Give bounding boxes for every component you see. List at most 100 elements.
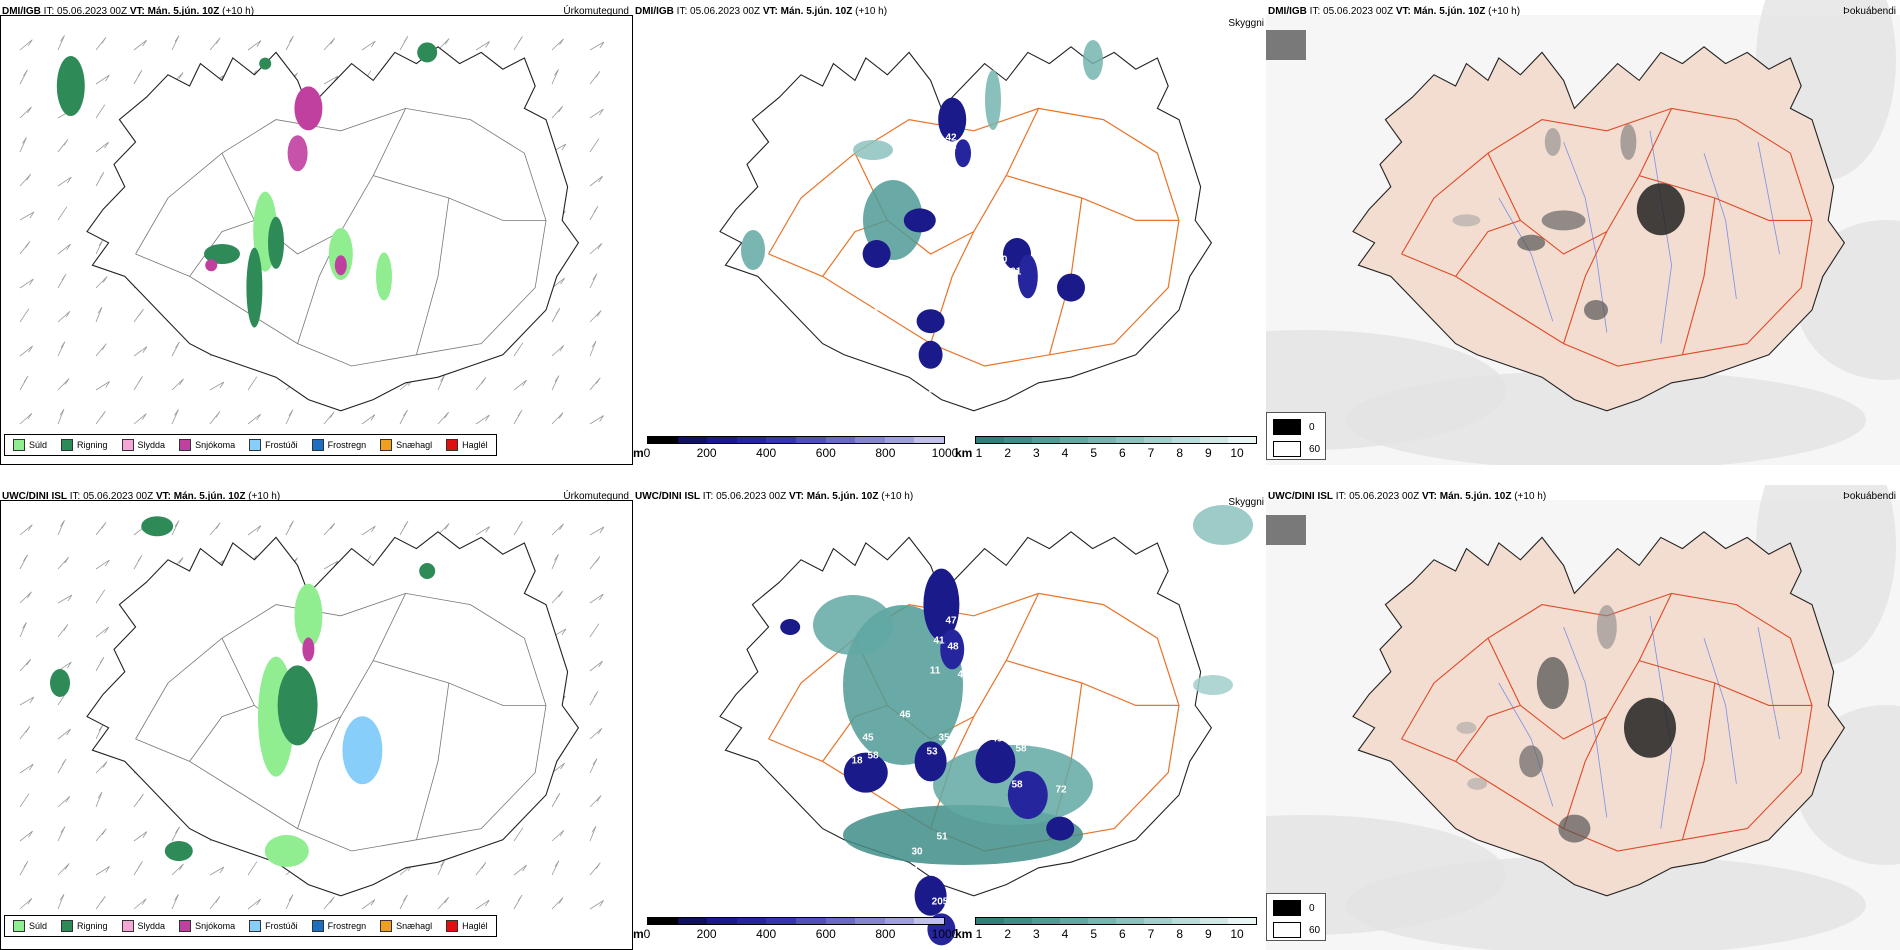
- fog-legend-swatch: [1273, 441, 1301, 457]
- iceland-coastline: [1352, 531, 1846, 897]
- sea-fog-patch: [1266, 515, 1306, 545]
- field-title: Þokuábendi: [1843, 6, 1896, 17]
- wind-barb: [247, 40, 262, 51]
- wind-barb: [19, 763, 34, 774]
- colorbar-step: [795, 918, 826, 924]
- wind-barb: [133, 898, 147, 910]
- wind-barb: [57, 758, 67, 774]
- colorbar-step: [736, 437, 767, 443]
- colorbar-step: [884, 437, 915, 443]
- cloud-base-value: 72: [1055, 784, 1067, 796]
- wind-barb: [399, 409, 408, 425]
- wind-barb: [57, 206, 68, 221]
- wind-barb: [95, 410, 106, 425]
- cloud-base-value: 07: [984, 655, 996, 667]
- fog-legend-label: 0: [1309, 421, 1315, 433]
- wind-barb: [57, 728, 71, 740]
- colorbar-tick: 10: [1230, 446, 1244, 460]
- iceland-coastline: [86, 46, 580, 412]
- fog-legend-row: 60: [1273, 922, 1320, 938]
- fog-legend: 0 60: [1266, 412, 1326, 460]
- fog-area: [1544, 128, 1561, 156]
- wind-barb: [95, 306, 103, 323]
- wind-barb: [133, 346, 148, 357]
- precip-area: [56, 56, 85, 116]
- wind-barb: [589, 138, 600, 153]
- colorbar-step: [677, 437, 708, 443]
- wind-barb: [19, 658, 32, 672]
- legend-swatch: [380, 439, 393, 451]
- wind-barb: [551, 105, 564, 119]
- colorbar-step: [1144, 437, 1172, 443]
- fog-legend-swatch: [1273, 419, 1301, 435]
- wind-barb: [19, 413, 33, 425]
- colorbar-step: [1200, 437, 1228, 443]
- wind-barb: [171, 894, 179, 910]
- colorbar-tick: 5: [1090, 927, 1097, 941]
- colorbar-tick: 2: [1004, 927, 1011, 941]
- legend-label: Frostúði: [265, 921, 298, 931]
- colorbar-step: [766, 918, 796, 924]
- colorbar-tick: 400: [756, 927, 777, 941]
- colorbar-step: [855, 437, 885, 443]
- cloud-base-value: 2: [836, 272, 842, 284]
- river: [1757, 626, 1780, 740]
- panel-top-cloud-base: DMI/IGB IT: 05.06.2023 00Z VT: Mán. 5.jú…: [633, 0, 1266, 465]
- wind-barb: [19, 39, 33, 51]
- wind-barb: [589, 862, 601, 876]
- wind-barb: [19, 524, 33, 536]
- wind-barb: [133, 69, 143, 85]
- wind-barb: [133, 413, 147, 425]
- cloud-base-areas: [862, 97, 1085, 369]
- wind-barb: [589, 71, 601, 85]
- colorbar-tick: 4: [1061, 927, 1069, 941]
- fog-area: [1517, 234, 1546, 251]
- precip-area: [141, 516, 174, 537]
- cloud-base-value: 12: [945, 140, 957, 152]
- legend-item: Haglél: [446, 439, 488, 451]
- fog-legend-row: 60: [1273, 441, 1320, 457]
- wind-barb: [589, 593, 604, 604]
- wind-barb: [57, 176, 72, 187]
- precip-area: [259, 57, 272, 70]
- precip-area: [205, 259, 218, 272]
- road: [1681, 682, 1716, 840]
- wind-barb: [589, 205, 599, 221]
- colorbar-tick: 9: [1204, 446, 1212, 460]
- iceland-map: [1266, 0, 1900, 465]
- panel-header: DMI/IGB IT: 05.06.2023 00Z VT: Mán. 5.jú…: [2, 6, 255, 17]
- road: [416, 197, 450, 355]
- wind-barb: [171, 378, 184, 391]
- wind-barb: [285, 409, 294, 425]
- visibility-area: [863, 180, 923, 260]
- colorbar-step: [648, 437, 678, 443]
- cloud-base-value: 32: [905, 296, 917, 308]
- wind-barb: [19, 375, 29, 391]
- wind-barb: [57, 273, 67, 289]
- cloud-base-value: 5: [874, 302, 880, 314]
- fog-areas: [1452, 124, 1685, 320]
- fog-area: [1624, 697, 1676, 758]
- cloud-base-value: 11: [929, 665, 941, 677]
- road: [373, 175, 546, 221]
- colorbar-tick: 600: [815, 446, 836, 460]
- colorbar-tick: 4: [1061, 446, 1069, 460]
- wind-barb: [513, 864, 527, 876]
- wind-barb: [57, 863, 70, 876]
- wind-barb: [589, 690, 599, 706]
- colorbar-step: [825, 918, 856, 924]
- wind-barb: [19, 106, 32, 119]
- fog-areas: [1456, 605, 1676, 843]
- wind-barb: [589, 660, 603, 672]
- colorbar-tick: 0: [643, 927, 651, 941]
- sea-fog-patch: [1346, 370, 1866, 465]
- colorbar-unit: m: [633, 446, 644, 460]
- colorbar-tick: 7: [1147, 927, 1155, 941]
- fog-area: [1456, 721, 1477, 734]
- colorbar-strip: [975, 436, 1257, 444]
- wind-barb: [589, 623, 600, 638]
- legend-item: Frostúði: [249, 439, 298, 451]
- road: [1006, 660, 1179, 706]
- river: [1757, 141, 1780, 255]
- wind-barb: [57, 594, 73, 604]
